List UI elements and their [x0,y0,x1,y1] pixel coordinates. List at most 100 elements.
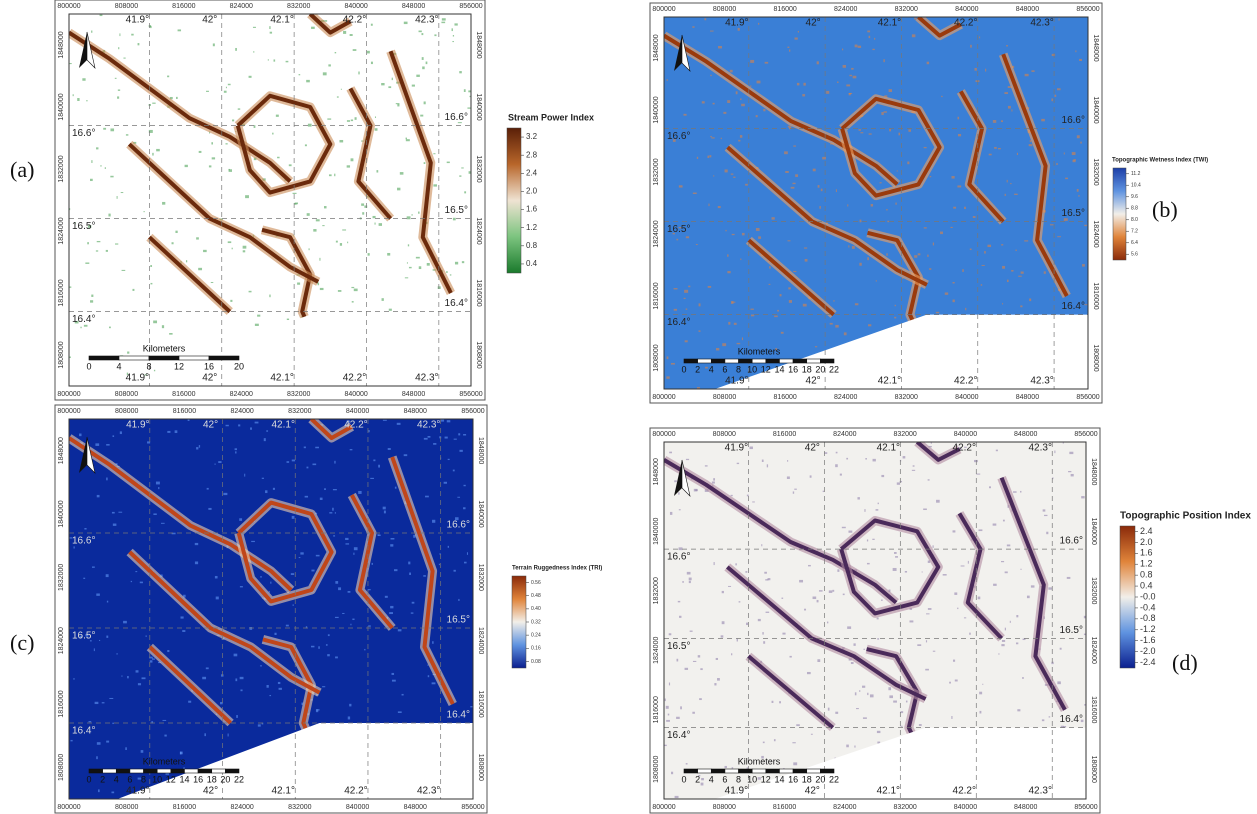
latitude-label: 16.5° [667,641,690,652]
map-texture [318,646,320,649]
map-texture [799,580,803,583]
map-texture [819,206,820,209]
map-texture [333,535,335,536]
map-texture [941,96,942,97]
easting-label: 808000 [115,408,138,415]
map-texture [859,690,860,692]
northing-label: 1808000 [58,341,65,368]
map-texture [149,104,151,106]
map-texture [684,298,686,299]
map-texture [950,227,952,228]
map-texture [286,625,289,627]
map-texture [274,633,276,635]
northing-label: 1840000 [477,500,484,527]
map-texture [982,265,985,266]
map-texture [1020,491,1021,493]
map-texture [855,692,857,695]
legend-title: Topographic Position Index [1120,511,1251,522]
map-texture [826,91,829,94]
map-texture [716,658,718,660]
map-texture [384,511,386,514]
map-texture [787,240,790,241]
map-texture [965,308,966,310]
map-texture [843,594,845,596]
map-texture [1004,92,1008,94]
map-texture [793,762,797,765]
map-texture [354,547,358,550]
easting-label: 856000 [459,391,482,398]
map-texture [728,322,730,325]
latitude-label: 16.5° [1062,208,1085,219]
map-texture [1072,152,1076,155]
map-texture [353,553,354,555]
easting-label: 800000 [652,804,675,811]
map-texture [968,561,969,564]
map-texture [188,701,191,703]
scale-segment [157,769,171,773]
map-texture [90,179,93,181]
longitude-label: 42.2° [954,376,977,387]
map-texture [448,459,450,460]
easting-label: 840000 [955,6,978,13]
map-texture [167,76,169,78]
map-texture [908,129,911,131]
legend-tick-label: 8.0 [1131,217,1138,223]
map-texture [779,701,781,703]
map-texture [156,149,160,151]
map-texture [269,26,270,29]
map-texture [424,101,426,104]
map-texture [1005,628,1006,631]
map-texture [886,253,887,255]
northing-label: 1832000 [1092,158,1099,185]
map-texture [936,500,940,503]
map-texture [699,698,702,700]
northing-label: 1808000 [1090,756,1097,783]
map-texture [407,216,411,219]
map-texture [338,290,342,292]
map-texture [1075,50,1076,52]
scale-segment [144,769,158,773]
northing-label: 1808000 [58,754,65,781]
map-texture [152,103,155,104]
easting-label: 816000 [173,804,196,811]
map-texture [406,138,407,140]
easting-label: 856000 [461,804,484,811]
easting-label: 832000 [895,6,918,13]
map-texture [1011,270,1013,272]
map-texture [464,191,466,193]
map-texture [742,337,743,340]
latitude-label: 16.6° [1062,115,1085,126]
map-texture [152,658,155,659]
legend-tick-label: 2.0 [1140,537,1153,547]
legend-tick-label: 0.08 [531,659,541,665]
legend-tick-label: 2.4 [526,168,538,177]
map-texture [103,128,106,130]
map-texture [680,706,682,709]
map-texture [204,733,206,736]
map-texture [857,497,859,499]
longitude-label: 41.9° [126,786,149,797]
map-texture [106,444,109,446]
map-texture [792,742,795,743]
map-texture [240,677,244,679]
map-texture [206,91,209,92]
map-texture [95,702,99,704]
map-texture [161,523,165,524]
map-texture [404,454,408,456]
easting-label: 808000 [115,3,138,10]
map-texture [398,711,402,713]
map-texture [731,653,732,655]
map-texture [998,653,999,654]
map-texture [1044,515,1047,516]
panel-label: (a) [10,157,34,182]
map-texture [785,171,789,173]
map-texture [83,578,85,579]
map-texture [884,111,887,112]
scale-tick-label: 20 [234,361,244,371]
map-texture [1058,18,1059,20]
map-texture [1021,271,1024,273]
map-texture [454,439,457,440]
scale-tick-label: 18 [207,774,217,784]
map-texture [312,464,316,466]
northing-label: 1816000 [477,690,484,717]
